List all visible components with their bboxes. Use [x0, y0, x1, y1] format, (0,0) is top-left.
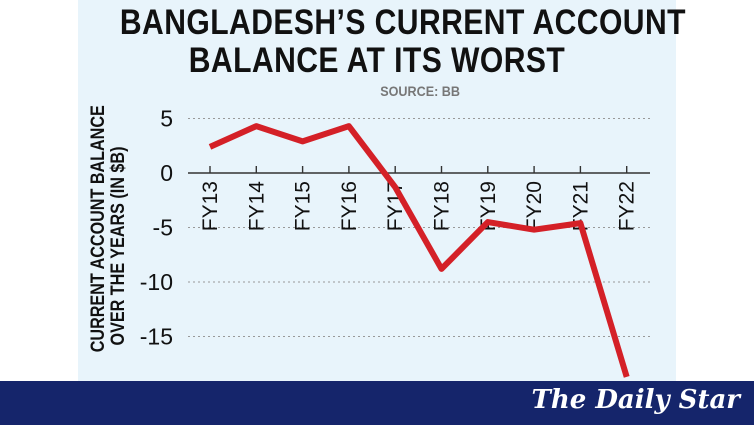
data-point	[207, 144, 213, 150]
source-note: SOURCE: BB	[380, 83, 460, 99]
chart-background	[78, 0, 676, 381]
daily-star-logo: The Daily Star	[531, 385, 740, 415]
x-tick-label: FY22	[616, 181, 639, 231]
x-tick-label: FY16	[338, 181, 361, 231]
x-tick-label: FY13	[199, 181, 222, 231]
data-point	[577, 220, 583, 226]
y-tick-label: -10	[140, 269, 173, 295]
y-tick-label: -5	[153, 215, 173, 241]
y-tick-label: -15	[140, 324, 173, 350]
data-point	[392, 184, 398, 190]
y-tick-label: 5	[160, 106, 173, 132]
x-tick-label: FY18	[431, 181, 454, 231]
chart-title-line-2: BALANCE AT ITS WORST	[188, 41, 566, 80]
x-tick-label: FY21	[569, 181, 592, 231]
chart-title: BANGLADESH’S CURRENT ACCOUNT BALANCE AT …	[119, 3, 686, 80]
x-tick-label: FY20	[523, 181, 546, 231]
data-line	[208, 123, 630, 378]
data-point	[485, 219, 491, 225]
x-tick-label: FY19	[477, 181, 500, 231]
y-tick-label: 0	[160, 160, 173, 186]
data-point	[624, 374, 630, 380]
data-point	[346, 123, 352, 129]
x-tick-label: FY14	[245, 181, 268, 232]
x-tick-label: FY15	[292, 181, 315, 231]
footer-bar: The Daily Star	[0, 381, 754, 425]
chart-title-line-1: BANGLADESH’S CURRENT ACCOUNT	[119, 3, 686, 42]
data-point	[253, 123, 259, 129]
data-point	[300, 138, 306, 144]
data-point	[439, 266, 445, 272]
data-point	[531, 227, 537, 233]
